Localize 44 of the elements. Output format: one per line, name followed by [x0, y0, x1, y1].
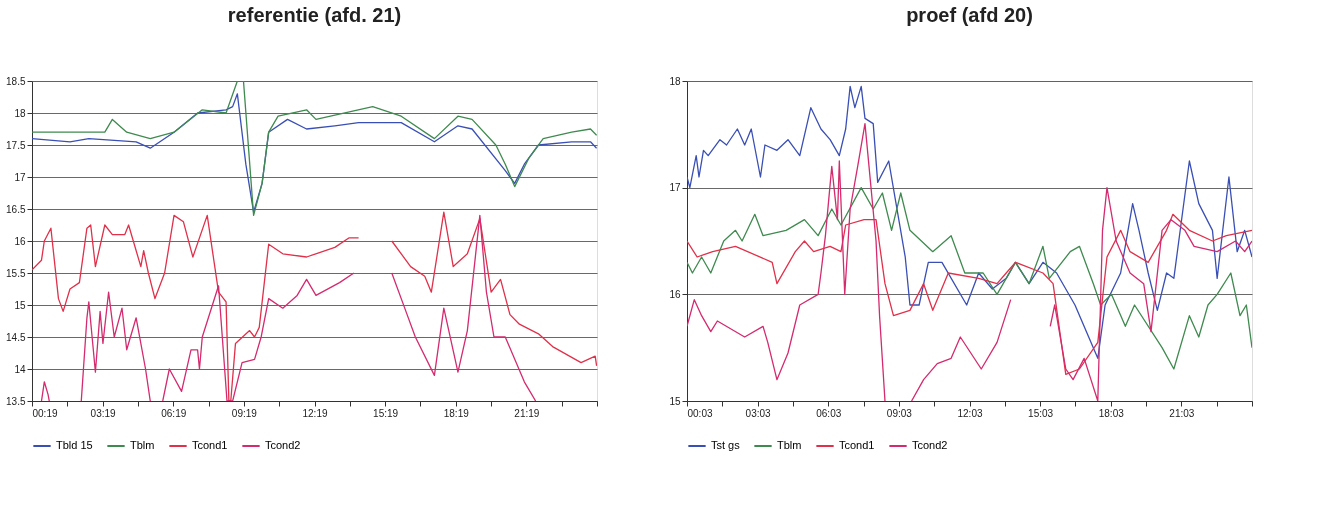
- line-series: [687, 213, 1252, 375]
- legend-label: Tcond1: [839, 439, 875, 451]
- y-tick-label: 16: [669, 288, 681, 300]
- x-tick-label: 15:19: [373, 407, 399, 419]
- x-tick-label: 00:03: [687, 407, 713, 419]
- y-tick-label: 17: [14, 171, 26, 183]
- y-tick-label: 14.5: [6, 331, 26, 343]
- y-tick-label: 15: [14, 299, 26, 311]
- y-tick-label: 17: [669, 182, 681, 194]
- y-tick-label: 18.5: [6, 75, 26, 87]
- x-tick-label: 09:19: [231, 407, 258, 419]
- line-series: [687, 85, 1252, 359]
- x-tick-label: 00:19: [32, 407, 58, 419]
- legend-label: Tcond1: [192, 439, 228, 451]
- chart-title: referentie (afd. 21): [227, 4, 402, 26]
- x-tick-label: 21:19: [514, 407, 540, 419]
- y-tick-label: 14: [14, 363, 26, 375]
- x-tick-label: 15:03: [1028, 407, 1054, 419]
- x-tick-label: 06:19: [161, 407, 187, 419]
- legend-label: Tst gs: [711, 439, 741, 451]
- legend-label: Tblm: [130, 439, 155, 451]
- y-tick-label: 17.5: [6, 139, 26, 151]
- legend-label: Tcond2: [265, 439, 301, 451]
- legend-label: Tcond2: [912, 439, 948, 451]
- y-tick-label: 15: [669, 395, 681, 407]
- y-tick-label: 18: [14, 107, 26, 119]
- x-tick-label: 03:19: [90, 407, 117, 419]
- x-tick-label: 21:03: [1169, 407, 1195, 419]
- x-tick-label: 03:03: [745, 407, 772, 419]
- x-tick-label: 18:03: [1098, 407, 1125, 419]
- y-tick-label: 16.5: [6, 203, 26, 215]
- x-tick-label: 06:03: [816, 407, 842, 419]
- legend-label: Tbld 15: [56, 439, 93, 451]
- x-tick-label: 12:19: [302, 407, 328, 419]
- y-tick-label: 15.5: [6, 267, 26, 279]
- y-tick-label: 18: [669, 75, 681, 87]
- x-tick-label: 09:03: [886, 407, 913, 419]
- legend-label: Tblm: [777, 439, 802, 451]
- y-tick-label: 16: [14, 235, 26, 247]
- line-series: [687, 187, 1252, 370]
- y-tick-label: 13.5: [6, 395, 26, 407]
- x-tick-label: 12:03: [957, 407, 983, 419]
- chart-title: proef (afd 20): [906, 4, 1033, 26]
- x-tick-label: 18:19: [443, 407, 470, 419]
